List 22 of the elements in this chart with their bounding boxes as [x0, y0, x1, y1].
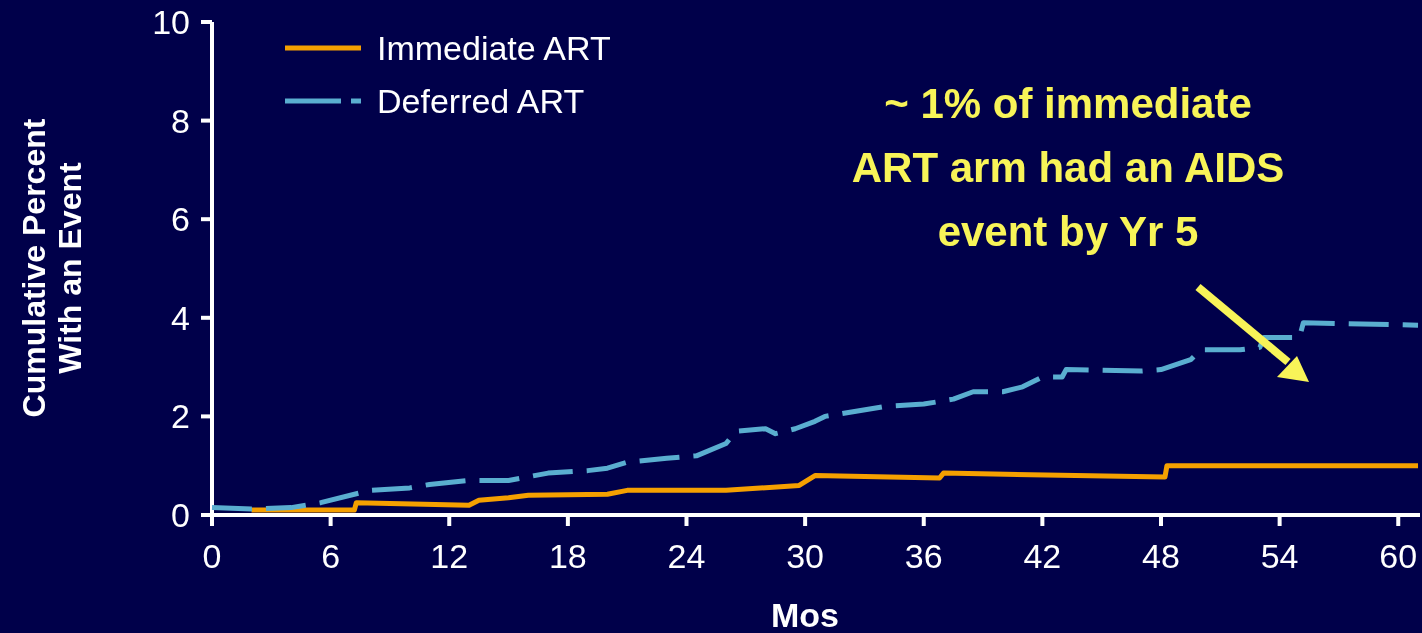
x-tick-label: 60 [1379, 537, 1418, 575]
y-tick-label: 10 [152, 3, 190, 41]
y-tick-label: 6 [171, 200, 190, 239]
x-tick-label: 36 [904, 537, 943, 575]
x-tick-label: 6 [321, 537, 341, 575]
y-tick-label: 8 [171, 101, 190, 140]
y-tick-label: 4 [171, 298, 190, 337]
y-tick-label: 0 [171, 496, 190, 534]
x-tick-label: 42 [1023, 537, 1062, 575]
x-tick-label: 18 [548, 537, 587, 575]
x-tick-label: 48 [1142, 537, 1180, 575]
y-axis-title: Cumulative Percent With an Event [16, 118, 88, 418]
x-tick-label: 24 [667, 537, 706, 575]
x-tick-label: 0 [202, 537, 222, 575]
legend-label: Immediate ART [377, 29, 611, 67]
x-axis-title: Mos [771, 596, 839, 633]
x-tick-label: 30 [786, 537, 825, 575]
x-tick-label: 54 [1260, 537, 1299, 575]
annotation: ~ 1% of immediate ART arm had an AIDS event by Yr 5 [851, 80, 1285, 255]
y-tick-label: 2 [171, 397, 190, 436]
legend-label: Deferred ART [377, 82, 585, 120]
x-tick-label: 12 [430, 537, 469, 575]
